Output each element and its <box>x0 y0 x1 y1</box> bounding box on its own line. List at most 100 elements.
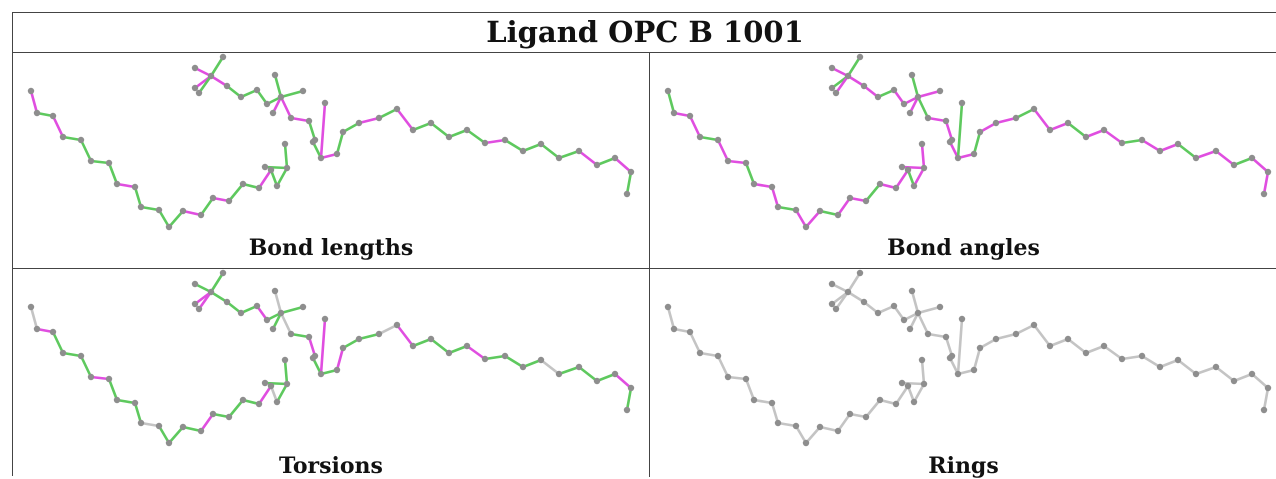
atom-59 <box>958 99 966 107</box>
bond-33 <box>972 130 982 156</box>
bond-50 <box>625 170 633 196</box>
bond-36 <box>377 323 399 336</box>
atom-10 <box>792 422 800 430</box>
atom-33 <box>317 370 325 378</box>
atom-54 <box>191 280 199 288</box>
bond-20 <box>920 358 926 386</box>
atom-52 <box>623 190 631 198</box>
atom-22 <box>828 300 836 308</box>
atom-41 <box>1082 133 1090 141</box>
atom-19 <box>910 182 918 190</box>
atom-25 <box>874 93 882 101</box>
atom-8 <box>768 399 776 407</box>
atom-34 <box>970 150 978 158</box>
bond-43 <box>1140 354 1162 369</box>
bond-53 <box>197 74 213 95</box>
atom-56 <box>908 71 916 79</box>
atom-7 <box>750 180 758 188</box>
bond-54 <box>273 73 283 99</box>
bond-45 <box>1176 358 1198 376</box>
atom-52 <box>1260 190 1268 198</box>
atom-58 <box>906 109 914 117</box>
bond-33 <box>972 346 982 372</box>
atom-29 <box>287 114 295 122</box>
atom-33 <box>954 370 962 378</box>
bond-20 <box>283 358 289 386</box>
atom-53 <box>856 53 864 61</box>
atom-20 <box>283 380 291 388</box>
atom-58 <box>269 109 277 117</box>
molecule-diagram-torsions <box>27 269 635 447</box>
atom-13 <box>834 427 842 435</box>
panel-label-rings: Rings <box>928 453 999 479</box>
atom-1 <box>670 109 678 117</box>
atom-42 <box>463 342 471 350</box>
atom-37 <box>1012 114 1020 122</box>
atom-4 <box>714 352 722 360</box>
bond-15 <box>864 182 882 203</box>
bond-27 <box>279 95 293 120</box>
atom-34 <box>970 366 978 374</box>
atom-57 <box>299 87 307 95</box>
atom-30 <box>942 117 950 125</box>
atom-20 <box>920 164 928 172</box>
atom-39 <box>409 342 417 350</box>
atom-11 <box>165 439 173 447</box>
atom-24 <box>860 82 868 90</box>
atom-49 <box>1230 161 1238 169</box>
atom-4 <box>714 136 722 144</box>
atom-21 <box>281 356 289 364</box>
bond-46 <box>557 365 581 376</box>
bond-35 <box>357 332 381 341</box>
bond-47 <box>1214 365 1236 383</box>
atom-5 <box>724 373 732 381</box>
atom-33 <box>954 154 962 162</box>
atom-28 <box>277 93 285 101</box>
bond-39 <box>1066 121 1088 139</box>
bond-53 <box>834 290 850 311</box>
atom-42 <box>1100 126 1108 134</box>
atom-46 <box>1174 356 1182 364</box>
atom-18 <box>904 166 912 174</box>
atom-34 <box>333 366 341 374</box>
bond-42 <box>1120 354 1144 361</box>
atom-15 <box>862 197 870 205</box>
bond-54 <box>273 289 283 315</box>
atom-60 <box>261 163 269 171</box>
bond-0 <box>666 305 676 331</box>
atom-19 <box>910 398 918 406</box>
atom-36 <box>355 335 363 343</box>
bond-55 <box>916 89 942 99</box>
atom-26 <box>253 86 261 94</box>
bond-17 <box>894 168 910 190</box>
bond-2 <box>51 114 65 139</box>
bond-0 <box>29 89 39 115</box>
bond-46 <box>1194 365 1218 376</box>
bond-10 <box>794 424 808 445</box>
bond-47 <box>577 149 599 167</box>
bond-2 <box>688 114 702 139</box>
bond-15 <box>227 398 245 419</box>
bond-19 <box>912 382 926 404</box>
atom-44 <box>501 352 509 360</box>
bond-55 <box>279 89 305 99</box>
atom-15 <box>225 197 233 205</box>
bond-35 <box>994 332 1018 341</box>
atom-16 <box>876 396 884 404</box>
bond-11 <box>167 425 185 445</box>
atom-23 <box>844 288 852 296</box>
atom-39 <box>1046 342 1054 350</box>
atom-1 <box>670 325 678 333</box>
atom-9 <box>137 419 145 427</box>
atom-44 <box>1138 136 1146 144</box>
bond-57 <box>319 317 327 376</box>
atom-13 <box>834 211 842 219</box>
atom-47 <box>1192 370 1200 378</box>
bond-51 <box>209 55 225 78</box>
atom-37 <box>375 114 383 122</box>
bond-58 <box>263 381 289 386</box>
bond-17 <box>894 384 910 406</box>
bond-54 <box>910 289 920 315</box>
table-title: Ligand OPC B 1001 <box>13 13 1276 53</box>
atom-15 <box>225 413 233 421</box>
